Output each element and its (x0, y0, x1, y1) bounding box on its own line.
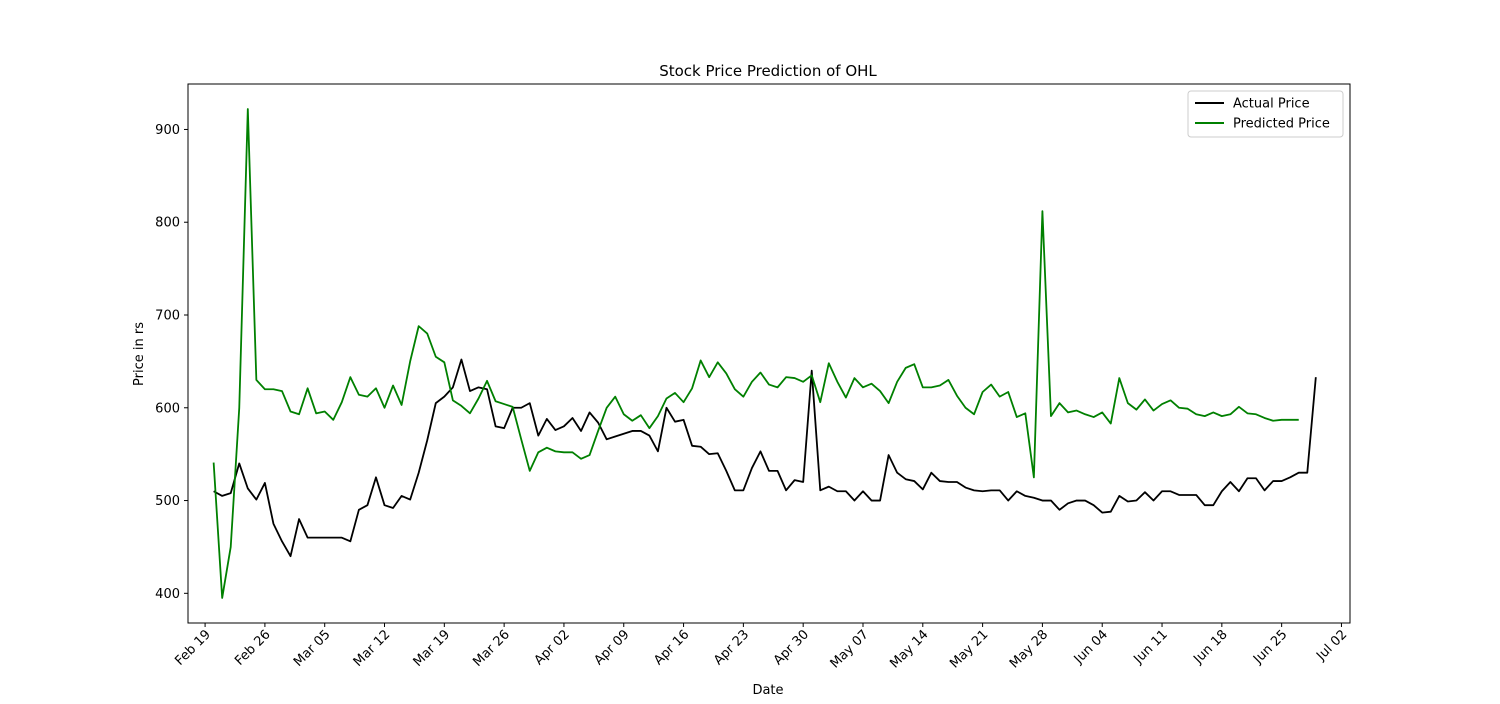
x-tick-label: Feb 19 (172, 627, 214, 669)
x-tick-label: Apr 23 (711, 627, 752, 668)
x-tick-label: Jun 11 (1131, 627, 1171, 667)
x-axis-ticks: Feb 19 Feb 26 Mar 05 Mar 12 Mar 19 Mar 26 Apr … (172, 623, 1350, 671)
x-tick-label: Feb 26 (232, 627, 274, 669)
legend-label: Actual Price (1233, 97, 1310, 112)
plot-frame (187, 83, 1351, 624)
series-layer (212, 108, 1317, 599)
x-tick-label: May 28 (1007, 627, 1051, 671)
y-tick-label: 800 (155, 216, 180, 231)
x-tick-label: Apr 30 (771, 627, 812, 668)
x-tick-label: Apr 02 (532, 627, 573, 668)
x-tick-label: Jun 18 (1190, 627, 1230, 667)
x-tick-label: Jun 25 (1250, 627, 1290, 667)
y-tick-label: 900 (155, 123, 180, 138)
y-axis-ticks: 400 500 600 700 800 900 (155, 123, 188, 602)
chart-title: Stock Price Prediction of OHL (659, 62, 877, 80)
x-tick-label: May 21 (947, 627, 991, 671)
legend-label: Predicted Price (1233, 117, 1330, 132)
x-tick-label: Jun 04 (1071, 627, 1111, 667)
x-tick-label: Apr 16 (651, 627, 692, 668)
y-tick-label: 700 (155, 309, 180, 324)
y-axis-label: Price in rs (132, 322, 147, 386)
x-tick-label: Mar 19 (411, 627, 454, 670)
x-tick-label: Mar 26 (470, 627, 513, 670)
x-tick-label: Mar 05 (291, 627, 334, 670)
x-tick-label: Jul 02 (1313, 627, 1350, 664)
series-line-actual-price (213, 358, 1317, 558)
y-tick-label: 500 (155, 494, 180, 509)
y-tick-label: 600 (155, 401, 180, 416)
legend-box (1187, 90, 1344, 138)
x-axis-label: Date (752, 683, 783, 698)
x-tick-label: Apr 09 (591, 627, 632, 668)
series-line-predicted-price (212, 108, 1299, 599)
x-tick-label: Mar 12 (351, 627, 394, 670)
y-tick-label: 400 (155, 587, 180, 602)
legend: Actual Price Predicted Price (1187, 90, 1344, 138)
x-tick-label: May 14 (887, 627, 931, 671)
x-tick-label: May 07 (828, 627, 872, 671)
